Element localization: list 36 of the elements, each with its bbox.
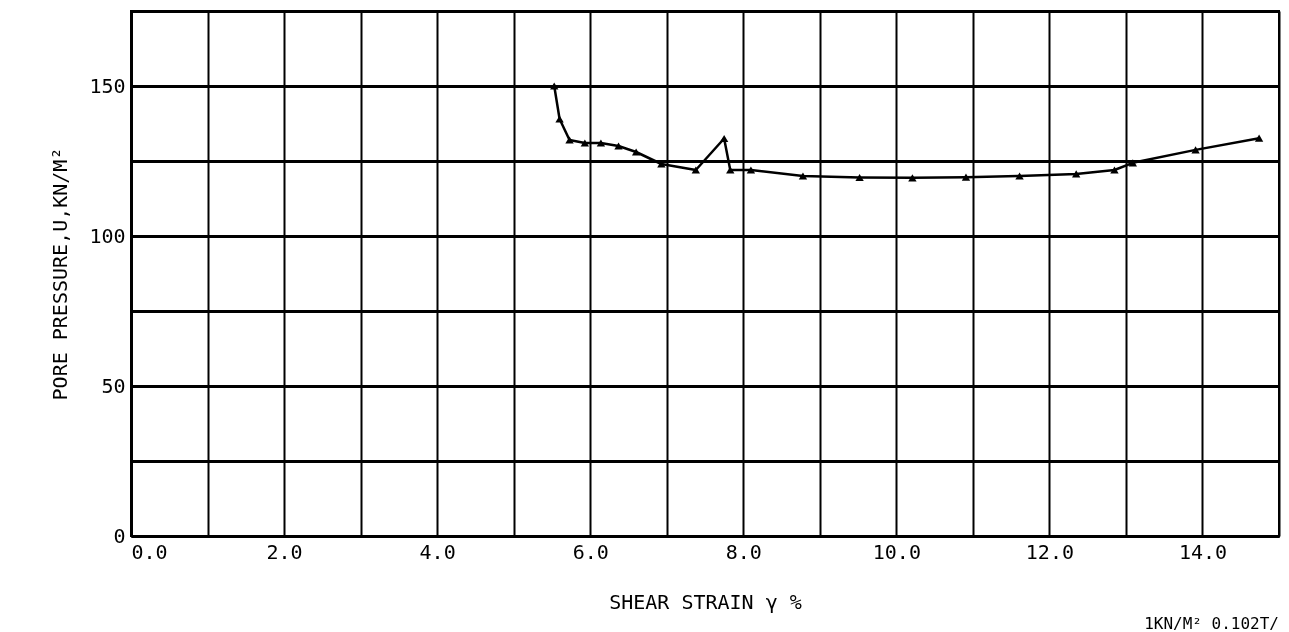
- point: [726, 166, 735, 174]
- point: [1128, 159, 1137, 167]
- x-tick-label: 4.0: [419, 539, 456, 564]
- point: [961, 173, 971, 181]
- x-axis-title: SHEAR STRAIN γ %: [609, 589, 802, 614]
- point: [580, 139, 590, 147]
- point: [550, 82, 559, 90]
- point: [855, 173, 864, 182]
- point: [1254, 134, 1264, 142]
- x-tick-label: 2.0: [266, 539, 303, 564]
- point: [798, 172, 808, 180]
- y-tick-label: 50: [101, 373, 126, 398]
- point: [1110, 166, 1119, 174]
- point: [1191, 146, 1200, 154]
- y-tick-label: 100: [89, 223, 126, 248]
- y-tick-label: 150: [89, 73, 126, 98]
- x-tick-label: 6.0: [572, 539, 609, 564]
- point: [555, 115, 564, 123]
- point: [631, 148, 641, 156]
- point: [596, 139, 606, 147]
- y-axis-title: PORE PRESSURE,U,KN/M²: [48, 147, 73, 401]
- point: [719, 134, 729, 143]
- x-tick-label: 0.0: [131, 539, 168, 564]
- x-tick-label: 14.0: [1178, 539, 1228, 564]
- point: [1072, 170, 1081, 178]
- point: [614, 142, 623, 150]
- x-tick-label: 8.0: [725, 539, 762, 564]
- point: [1015, 172, 1024, 180]
- x-tick-label: 10.0: [872, 539, 921, 564]
- x-tick-label: 12.0: [1025, 539, 1074, 564]
- point: [691, 166, 700, 174]
- point: [565, 136, 574, 144]
- point: [908, 174, 917, 182]
- y-tick-label: 0: [113, 523, 126, 548]
- text: 1KN/M² 0.102T/: [1144, 614, 1279, 632]
- point: [746, 166, 756, 174]
